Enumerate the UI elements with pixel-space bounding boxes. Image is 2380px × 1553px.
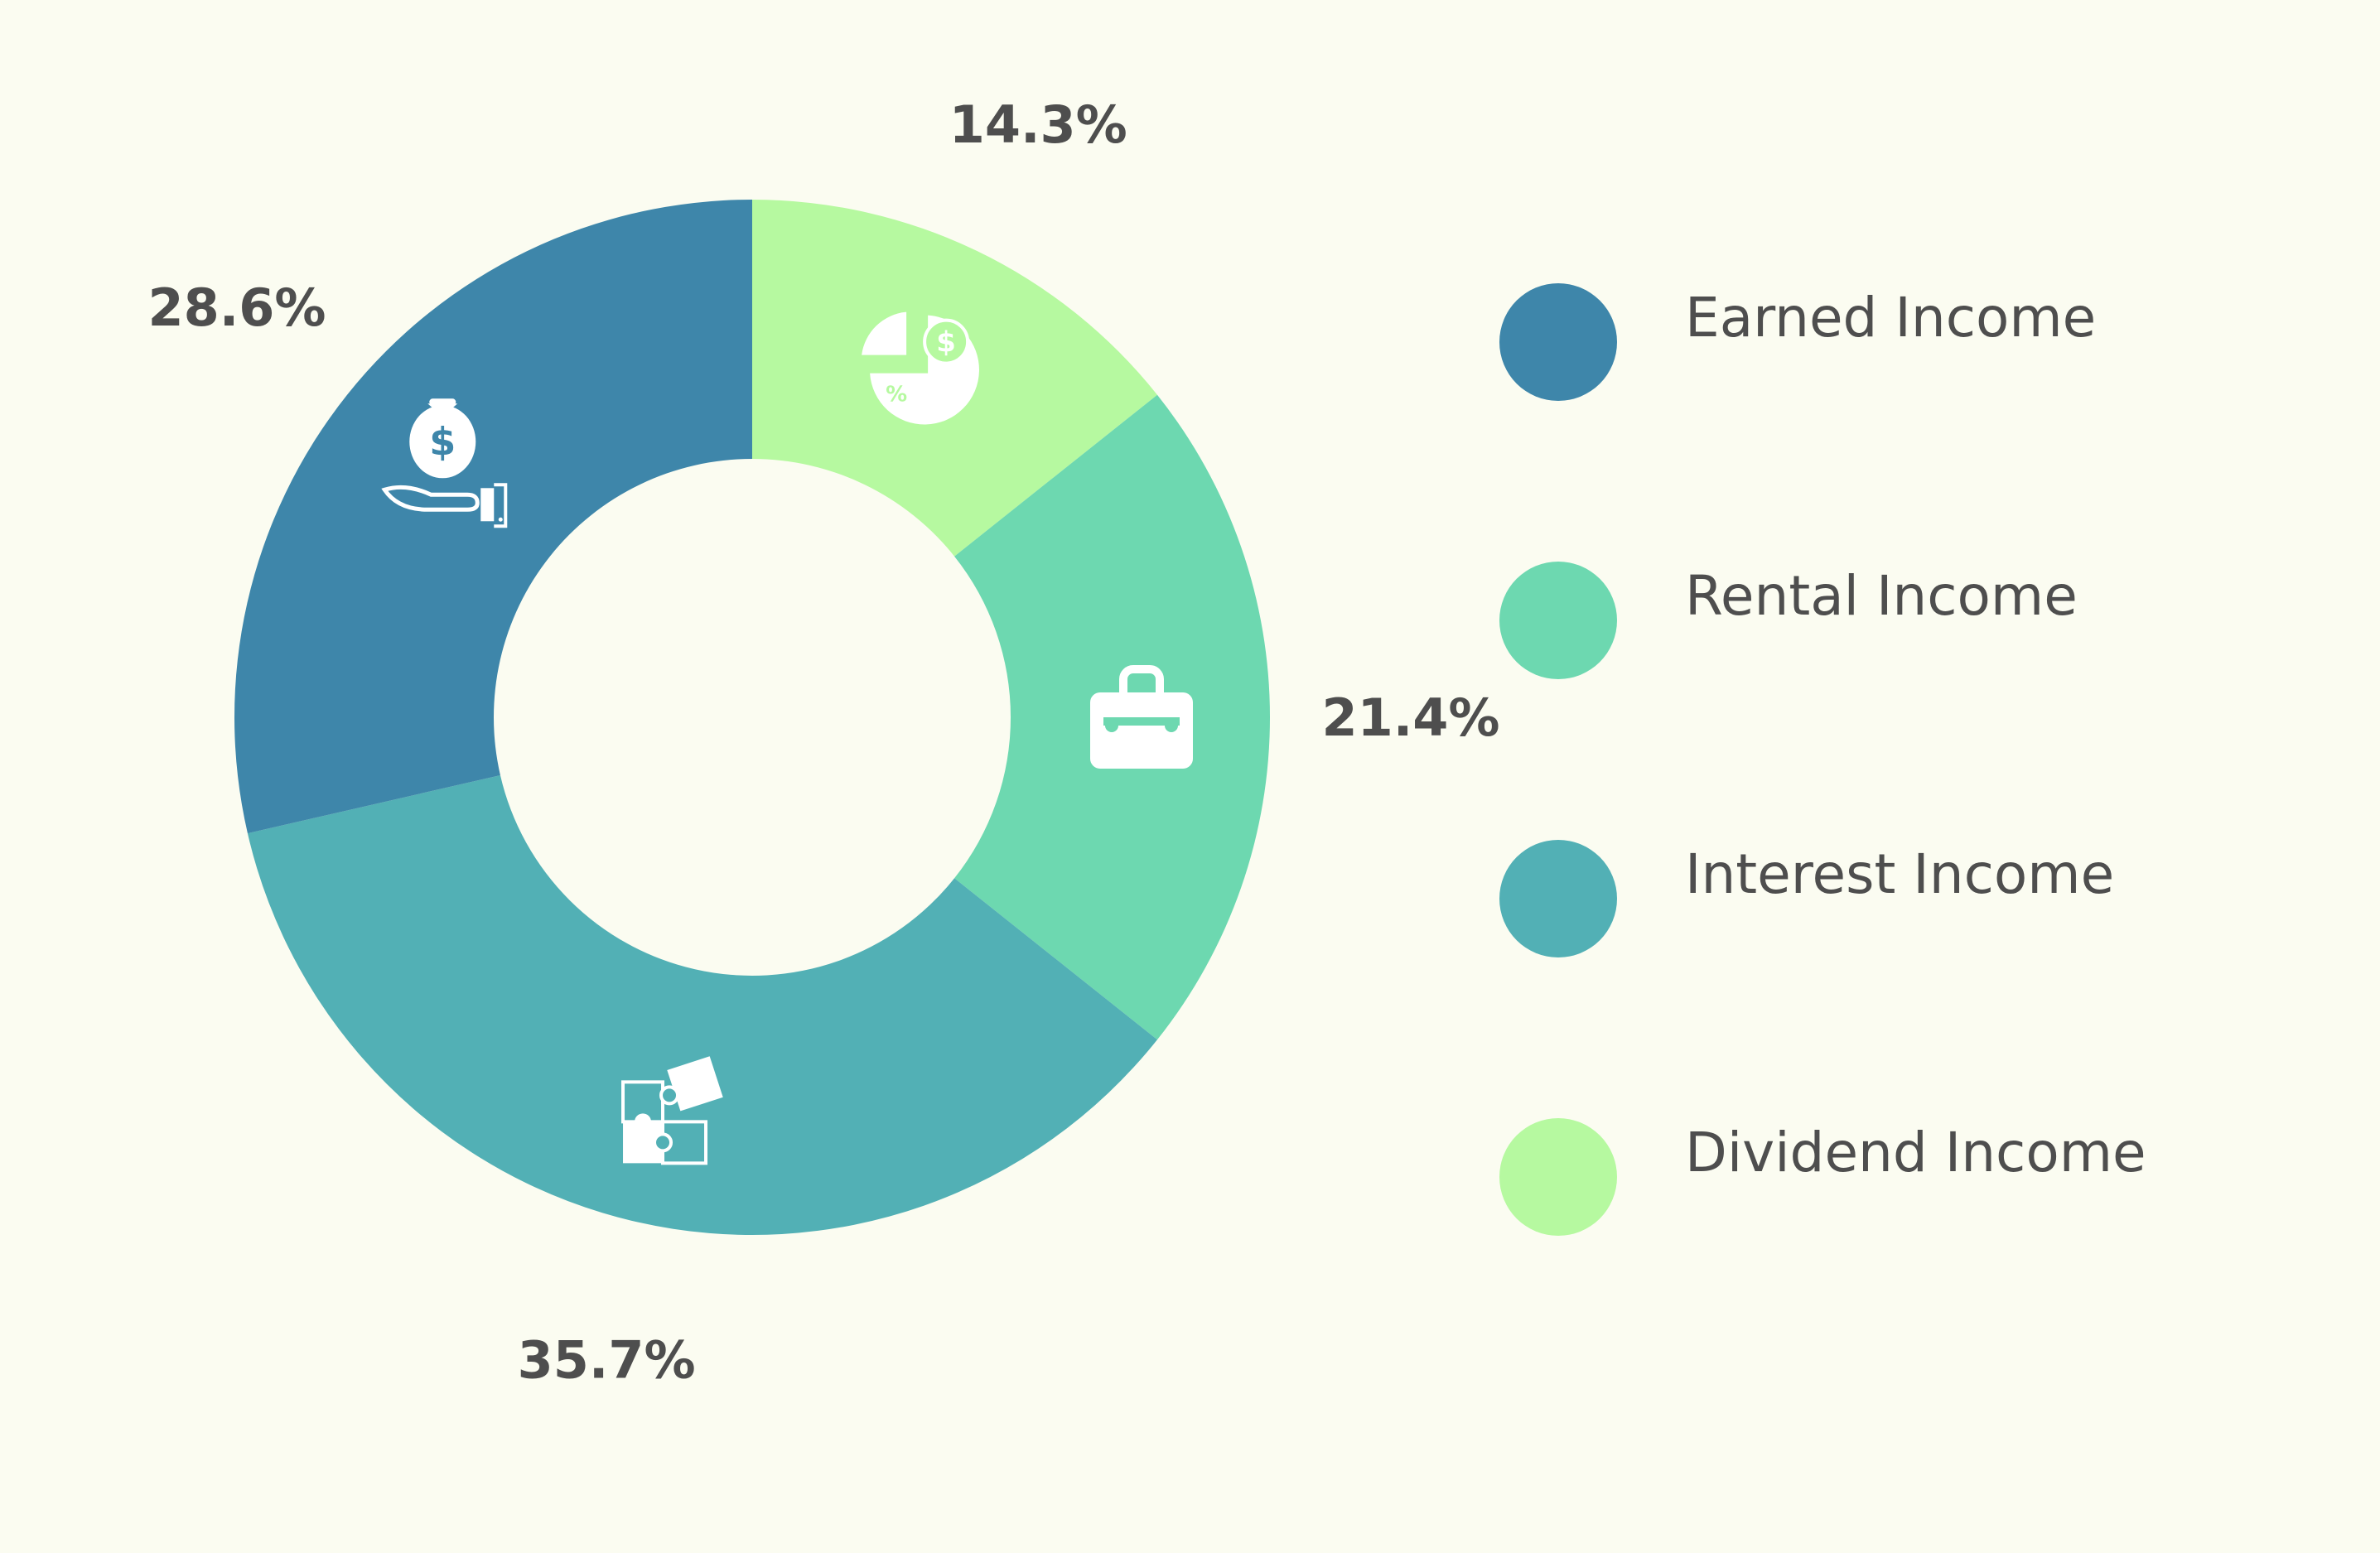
pie-chart-dollar-icon: $% [862, 311, 979, 425]
svg-text:$: $ [936, 326, 956, 359]
legend-label: Dividend Income [1685, 1121, 2146, 1184]
legend-item-earned-income: Earned Income [1499, 283, 2096, 401]
legend-swatch [1499, 840, 1617, 957]
value-label-earned-income: 28.6% [147, 277, 326, 338]
legend-item-rental-income: Rental Income [1499, 562, 2078, 679]
icons-group: $%$ [381, 311, 1193, 1165]
svg-text:%: % [886, 383, 907, 408]
legend-swatch [1499, 562, 1617, 679]
legend-swatch [1499, 1118, 1617, 1236]
value-label-rental-income: 21.4% [1321, 687, 1499, 748]
legend-label: Earned Income [1685, 286, 2096, 350]
legend-swatch [1499, 283, 1617, 401]
legend-label: Interest Income [1685, 842, 2114, 906]
legend: Earned Income Rental Income Interest Incom… [1499, 283, 2146, 1236]
slice-interest-income [247, 774, 1157, 1235]
briefcase-icon [1090, 665, 1193, 769]
legend-label: Rental Income [1685, 564, 2078, 628]
value-label-dividend-income: 14.3% [949, 94, 1127, 155]
value-label-interest-income: 35.7% [518, 1329, 696, 1390]
legend-item-dividend-income: Dividend Income [1499, 1118, 2146, 1236]
hand-money-bag-icon: $ [381, 398, 508, 528]
svg-text:$: $ [429, 419, 456, 464]
legend-item-interest-income: Interest Income [1499, 840, 2114, 957]
labels-group: 14.3% 21.4% 35.7% 28.6% [147, 94, 1499, 1390]
puzzle-icon [621, 1056, 723, 1165]
